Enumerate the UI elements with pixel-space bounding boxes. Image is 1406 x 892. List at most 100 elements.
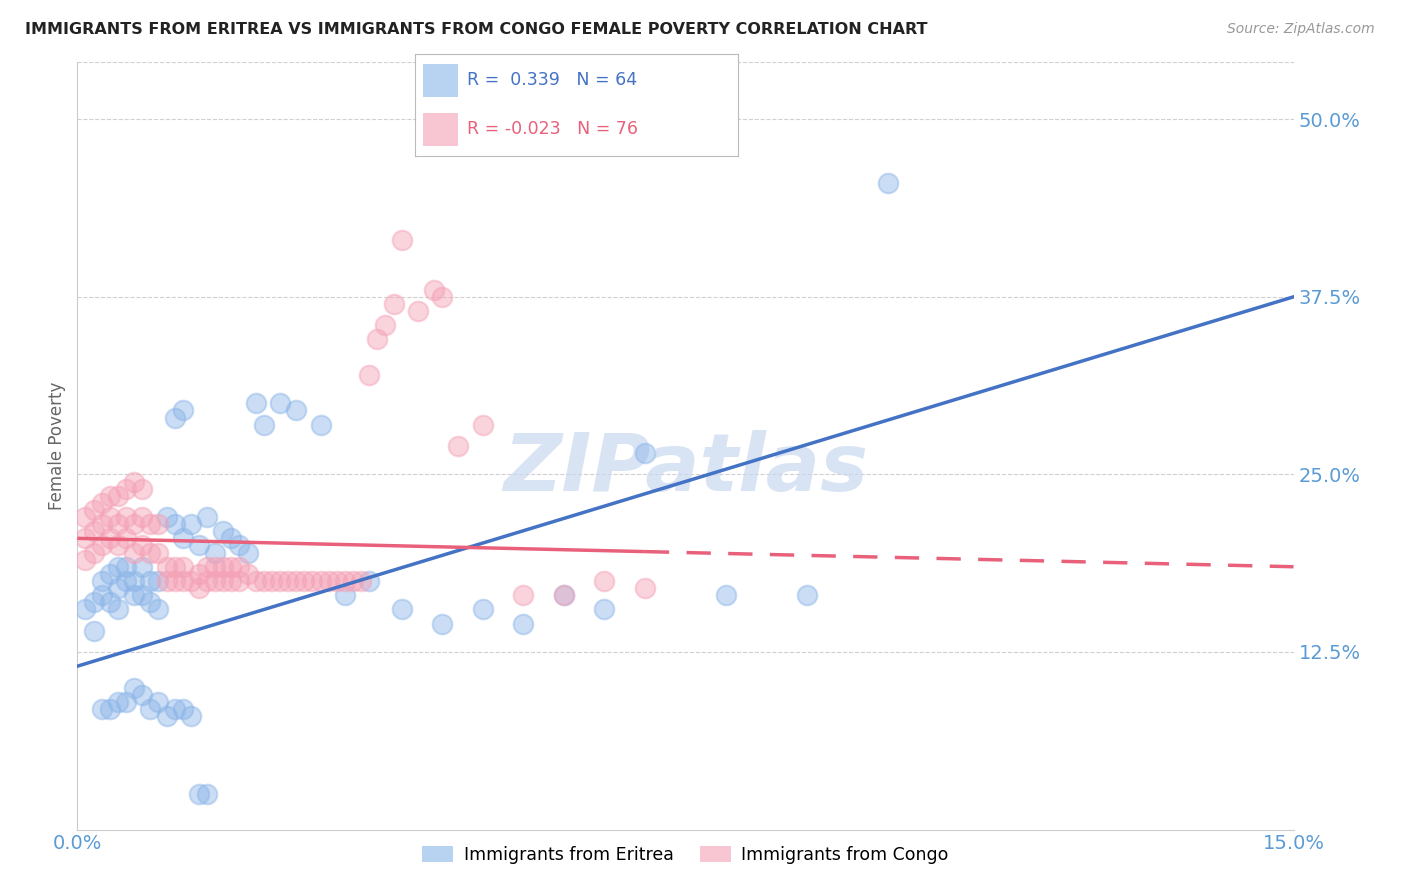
Point: [90, 574, 112, 588]
Point: [83, 624, 105, 638]
Point: [301, 574, 323, 588]
Point: [406, 304, 429, 318]
Point: [277, 574, 299, 588]
Point: [98, 566, 121, 581]
Point: [253, 417, 276, 432]
Point: [148, 602, 170, 616]
Point: [83, 595, 105, 609]
Text: ZIPatlas: ZIPatlas: [503, 430, 868, 508]
Point: [188, 538, 211, 552]
Point: [430, 290, 453, 304]
Point: [253, 574, 276, 588]
Point: [163, 559, 186, 574]
Y-axis label: Female Poverty: Female Poverty: [48, 382, 66, 510]
Point: [75, 532, 97, 546]
Point: [204, 545, 226, 559]
Point: [172, 403, 194, 417]
Point: [260, 574, 283, 588]
Point: [350, 574, 373, 588]
Point: [148, 517, 170, 532]
Point: [107, 602, 129, 616]
Point: [391, 602, 413, 616]
Point: [98, 702, 121, 716]
Point: [139, 702, 162, 716]
Text: IMMIGRANTS FROM ERITREA VS IMMIGRANTS FROM CONGO FEMALE POVERTY CORRELATION CHAR: IMMIGRANTS FROM ERITREA VS IMMIGRANTS FR…: [25, 22, 928, 37]
Point: [195, 510, 218, 524]
Point: [180, 709, 202, 723]
Point: [107, 581, 129, 595]
Point: [155, 709, 177, 723]
Point: [122, 574, 145, 588]
Point: [245, 574, 267, 588]
Point: [447, 439, 470, 453]
Point: [139, 517, 162, 532]
Point: [107, 559, 129, 574]
Point: [155, 510, 177, 524]
Point: [342, 574, 364, 588]
Point: [236, 566, 259, 581]
Point: [172, 532, 194, 546]
Point: [195, 787, 218, 801]
Point: [172, 702, 194, 716]
Point: [228, 538, 250, 552]
Point: [148, 695, 170, 709]
Point: [236, 545, 259, 559]
Point: [83, 545, 105, 559]
Point: [98, 532, 121, 546]
Point: [593, 602, 616, 616]
Point: [122, 475, 145, 489]
Point: [359, 574, 381, 588]
Point: [139, 574, 162, 588]
Point: [155, 559, 177, 574]
Point: [512, 588, 534, 602]
Point: [163, 702, 186, 716]
Point: [122, 588, 145, 602]
Point: [221, 532, 243, 546]
Point: [292, 574, 315, 588]
Point: [195, 559, 218, 574]
Point: [285, 403, 308, 417]
Point: [75, 602, 97, 616]
Point: [423, 283, 446, 297]
Point: [221, 559, 243, 574]
Point: [131, 538, 153, 552]
Point: [471, 602, 494, 616]
Point: [115, 482, 138, 496]
Point: [188, 566, 211, 581]
Point: [115, 559, 138, 574]
Point: [204, 574, 226, 588]
Point: [382, 297, 405, 311]
Point: [75, 552, 97, 566]
Point: [172, 559, 194, 574]
Point: [228, 574, 250, 588]
Point: [90, 702, 112, 716]
Point: [131, 588, 153, 602]
Point: [188, 787, 211, 801]
Point: [90, 517, 112, 532]
Point: [172, 574, 194, 588]
Point: [122, 681, 145, 695]
Point: [430, 616, 453, 631]
Point: [553, 588, 575, 602]
Point: [83, 503, 105, 517]
Point: [180, 517, 202, 532]
Point: [796, 588, 818, 602]
Point: [90, 496, 112, 510]
Point: [374, 318, 396, 333]
Point: [333, 588, 356, 602]
Point: [180, 574, 202, 588]
Point: [131, 482, 153, 496]
Point: [309, 417, 332, 432]
Bar: [423, 64, 458, 96]
Point: [195, 574, 218, 588]
Point: [107, 489, 129, 503]
Point: [188, 581, 211, 595]
Point: [359, 368, 381, 382]
Point: [131, 510, 153, 524]
Point: [115, 510, 138, 524]
Point: [333, 574, 356, 588]
Point: [204, 559, 226, 574]
Point: [245, 396, 267, 410]
Point: [90, 588, 112, 602]
Point: [212, 559, 235, 574]
